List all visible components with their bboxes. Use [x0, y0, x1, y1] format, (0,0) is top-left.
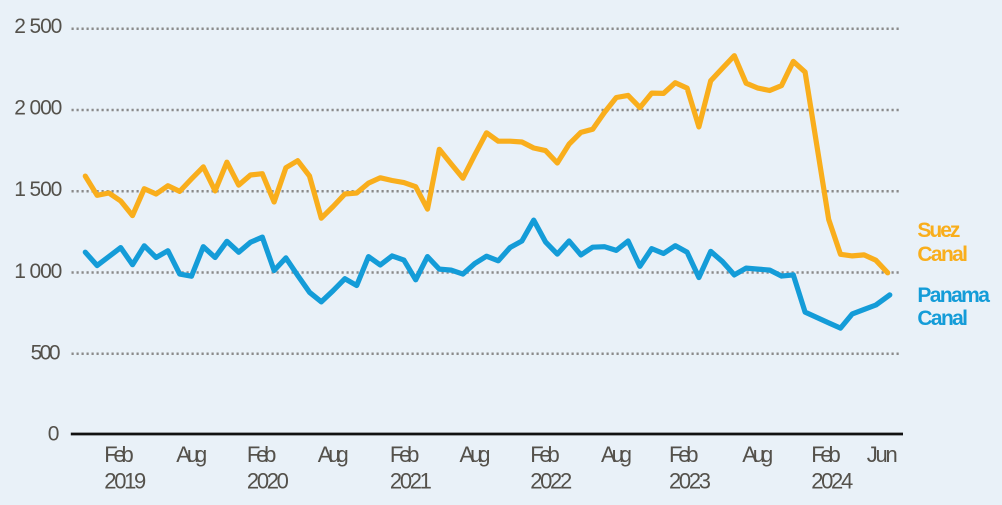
svg-text:Aug: Aug — [176, 442, 207, 467]
svg-text:2019: 2019 — [104, 468, 146, 493]
svg-text:Feb: Feb — [811, 442, 841, 467]
svg-text:Canal: Canal — [917, 307, 968, 330]
svg-text:Aug: Aug — [460, 442, 491, 467]
svg-text:500: 500 — [31, 342, 61, 365]
svg-text:2021: 2021 — [390, 468, 432, 493]
svg-text:2020: 2020 — [247, 468, 289, 493]
svg-text:Aug: Aug — [742, 442, 773, 467]
svg-text:Suez: Suez — [917, 219, 960, 242]
svg-text:Feb: Feb — [247, 442, 277, 467]
svg-text:Jun: Jun — [867, 442, 898, 467]
svg-text:Aug: Aug — [318, 442, 349, 467]
svg-text:2022: 2022 — [530, 468, 572, 493]
svg-text:Panama: Panama — [917, 284, 990, 307]
svg-text:Feb: Feb — [390, 442, 420, 467]
svg-text:2023: 2023 — [669, 468, 711, 493]
svg-text:Feb: Feb — [530, 442, 560, 467]
svg-text:Feb: Feb — [669, 442, 699, 467]
svg-text:2024: 2024 — [811, 468, 853, 493]
svg-text:Canal: Canal — [917, 243, 968, 266]
svg-text:Aug: Aug — [601, 442, 632, 467]
svg-text:Feb: Feb — [104, 442, 134, 467]
svg-text:2 500: 2 500 — [14, 15, 62, 38]
svg-text:1 000: 1 000 — [14, 260, 62, 283]
svg-text:1 500: 1 500 — [14, 178, 62, 201]
svg-text:0: 0 — [48, 423, 60, 446]
svg-text:2 000: 2 000 — [14, 97, 62, 120]
